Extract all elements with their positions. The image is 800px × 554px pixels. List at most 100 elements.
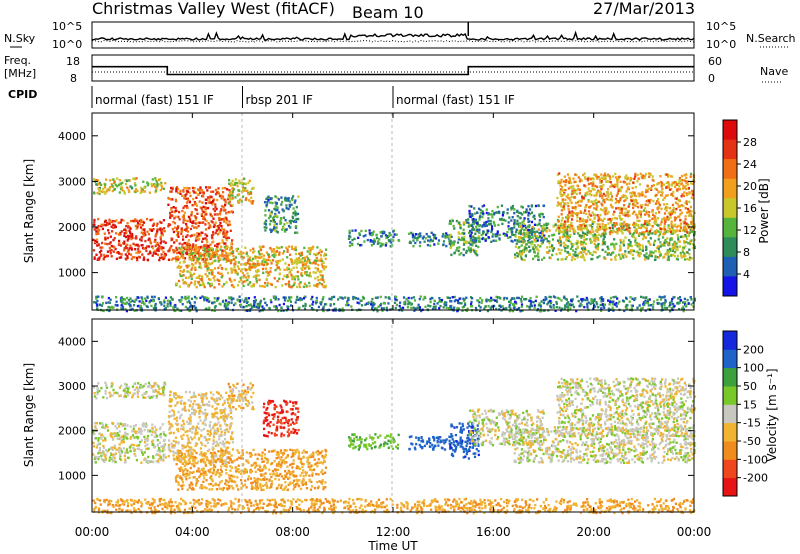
echo-cell [580, 199, 583, 203]
echo-cell [321, 260, 324, 263]
echo-cell [373, 307, 376, 310]
power-echoes [92, 172, 696, 313]
echo-cell [110, 249, 113, 252]
echo-cell [614, 230, 617, 234]
echo-cell [155, 189, 158, 192]
echo-cell [310, 297, 313, 301]
echo-cell [115, 257, 118, 260]
echo-cell [640, 194, 643, 197]
echo-cell [227, 252, 230, 255]
echo-cell [616, 180, 619, 184]
echo-cell [358, 232, 361, 235]
echo-cell [568, 229, 571, 233]
echo-cell [160, 248, 163, 251]
echo-cell [449, 221, 452, 225]
echo-cell [570, 218, 574, 221]
echo-cell [184, 194, 187, 197]
echo-cell [116, 185, 119, 188]
echo-cell [221, 241, 224, 244]
echo-cell [125, 229, 128, 232]
echo-cell [671, 229, 675, 232]
echo-cell [371, 240, 374, 243]
echo-cell [601, 209, 604, 212]
echo-cell [597, 238, 600, 241]
echo-cell [167, 258, 170, 261]
echo-cell [562, 233, 565, 236]
echo-cell [626, 224, 629, 227]
echo-cell [225, 233, 228, 236]
echo-cell [643, 254, 646, 257]
echo-cell [593, 221, 596, 224]
echo-cell [220, 276, 223, 279]
echo-cell [228, 210, 231, 214]
echo-cell [633, 224, 636, 228]
echo-cell [182, 256, 185, 260]
echo-cell [639, 232, 642, 235]
echo-cell [581, 299, 584, 303]
echo-cell [364, 303, 367, 306]
echo-cell [160, 246, 163, 249]
echo-cell [650, 188, 653, 191]
echo-cell [585, 226, 588, 229]
echo-cell [654, 232, 657, 236]
echo-cell [570, 192, 573, 196]
echo-cell [213, 209, 216, 213]
echo-cell [154, 252, 158, 255]
echo-cell [171, 187, 174, 191]
echo-cell [203, 250, 206, 253]
echo-cell [257, 268, 260, 272]
echo-cell [586, 298, 589, 301]
echo-cell [221, 195, 225, 198]
echo-cell [458, 232, 461, 235]
echo-cell [420, 309, 423, 313]
echo-cell [531, 229, 534, 233]
echo-cell [571, 210, 574, 213]
echo-cell [260, 255, 263, 259]
echo-cell [468, 204, 471, 208]
echo-cell [583, 258, 586, 262]
echo-cell [180, 227, 183, 230]
echo-cell [583, 241, 586, 244]
echo-cell [189, 218, 192, 221]
echo-cell [593, 207, 596, 210]
echo-cell [371, 307, 374, 310]
echo-cell [628, 239, 631, 242]
echo-cell [199, 186, 202, 189]
echo-cell [174, 209, 177, 213]
echo-cell [250, 196, 253, 200]
echo-cell [295, 262, 298, 266]
echo-cell [272, 248, 276, 251]
echo-cell [338, 296, 341, 299]
echo-cell [136, 304, 139, 308]
echo-cell [493, 222, 496, 225]
echo-cell [593, 305, 597, 308]
echo-cell [95, 179, 98, 182]
echo-cell [225, 212, 228, 215]
echo-cell [680, 175, 684, 178]
echo-cell [296, 260, 299, 263]
echo-cell [580, 179, 583, 182]
echo-cell [108, 219, 111, 222]
echo-cell [161, 229, 164, 233]
echo-cell [564, 198, 567, 201]
echo-cell [98, 192, 101, 196]
echo-cell [505, 297, 509, 300]
echo-cell [627, 251, 631, 254]
echo-cell [181, 255, 184, 258]
echo-cell [624, 223, 627, 226]
echo-cell [665, 217, 668, 221]
echo-cell [320, 283, 323, 286]
echo-cell [275, 260, 278, 263]
echo-cell [414, 307, 417, 310]
echo-cell [231, 250, 234, 254]
echo-cell [649, 237, 652, 240]
echo-cell [561, 198, 564, 202]
echo-cell [362, 235, 365, 238]
echo-cell [644, 207, 647, 210]
echo-cell [601, 243, 604, 246]
echo-cell [644, 173, 647, 176]
echo-cell [478, 218, 481, 221]
echo-cell [316, 253, 319, 256]
echo-cell [294, 210, 297, 213]
echo-cell [236, 284, 240, 287]
